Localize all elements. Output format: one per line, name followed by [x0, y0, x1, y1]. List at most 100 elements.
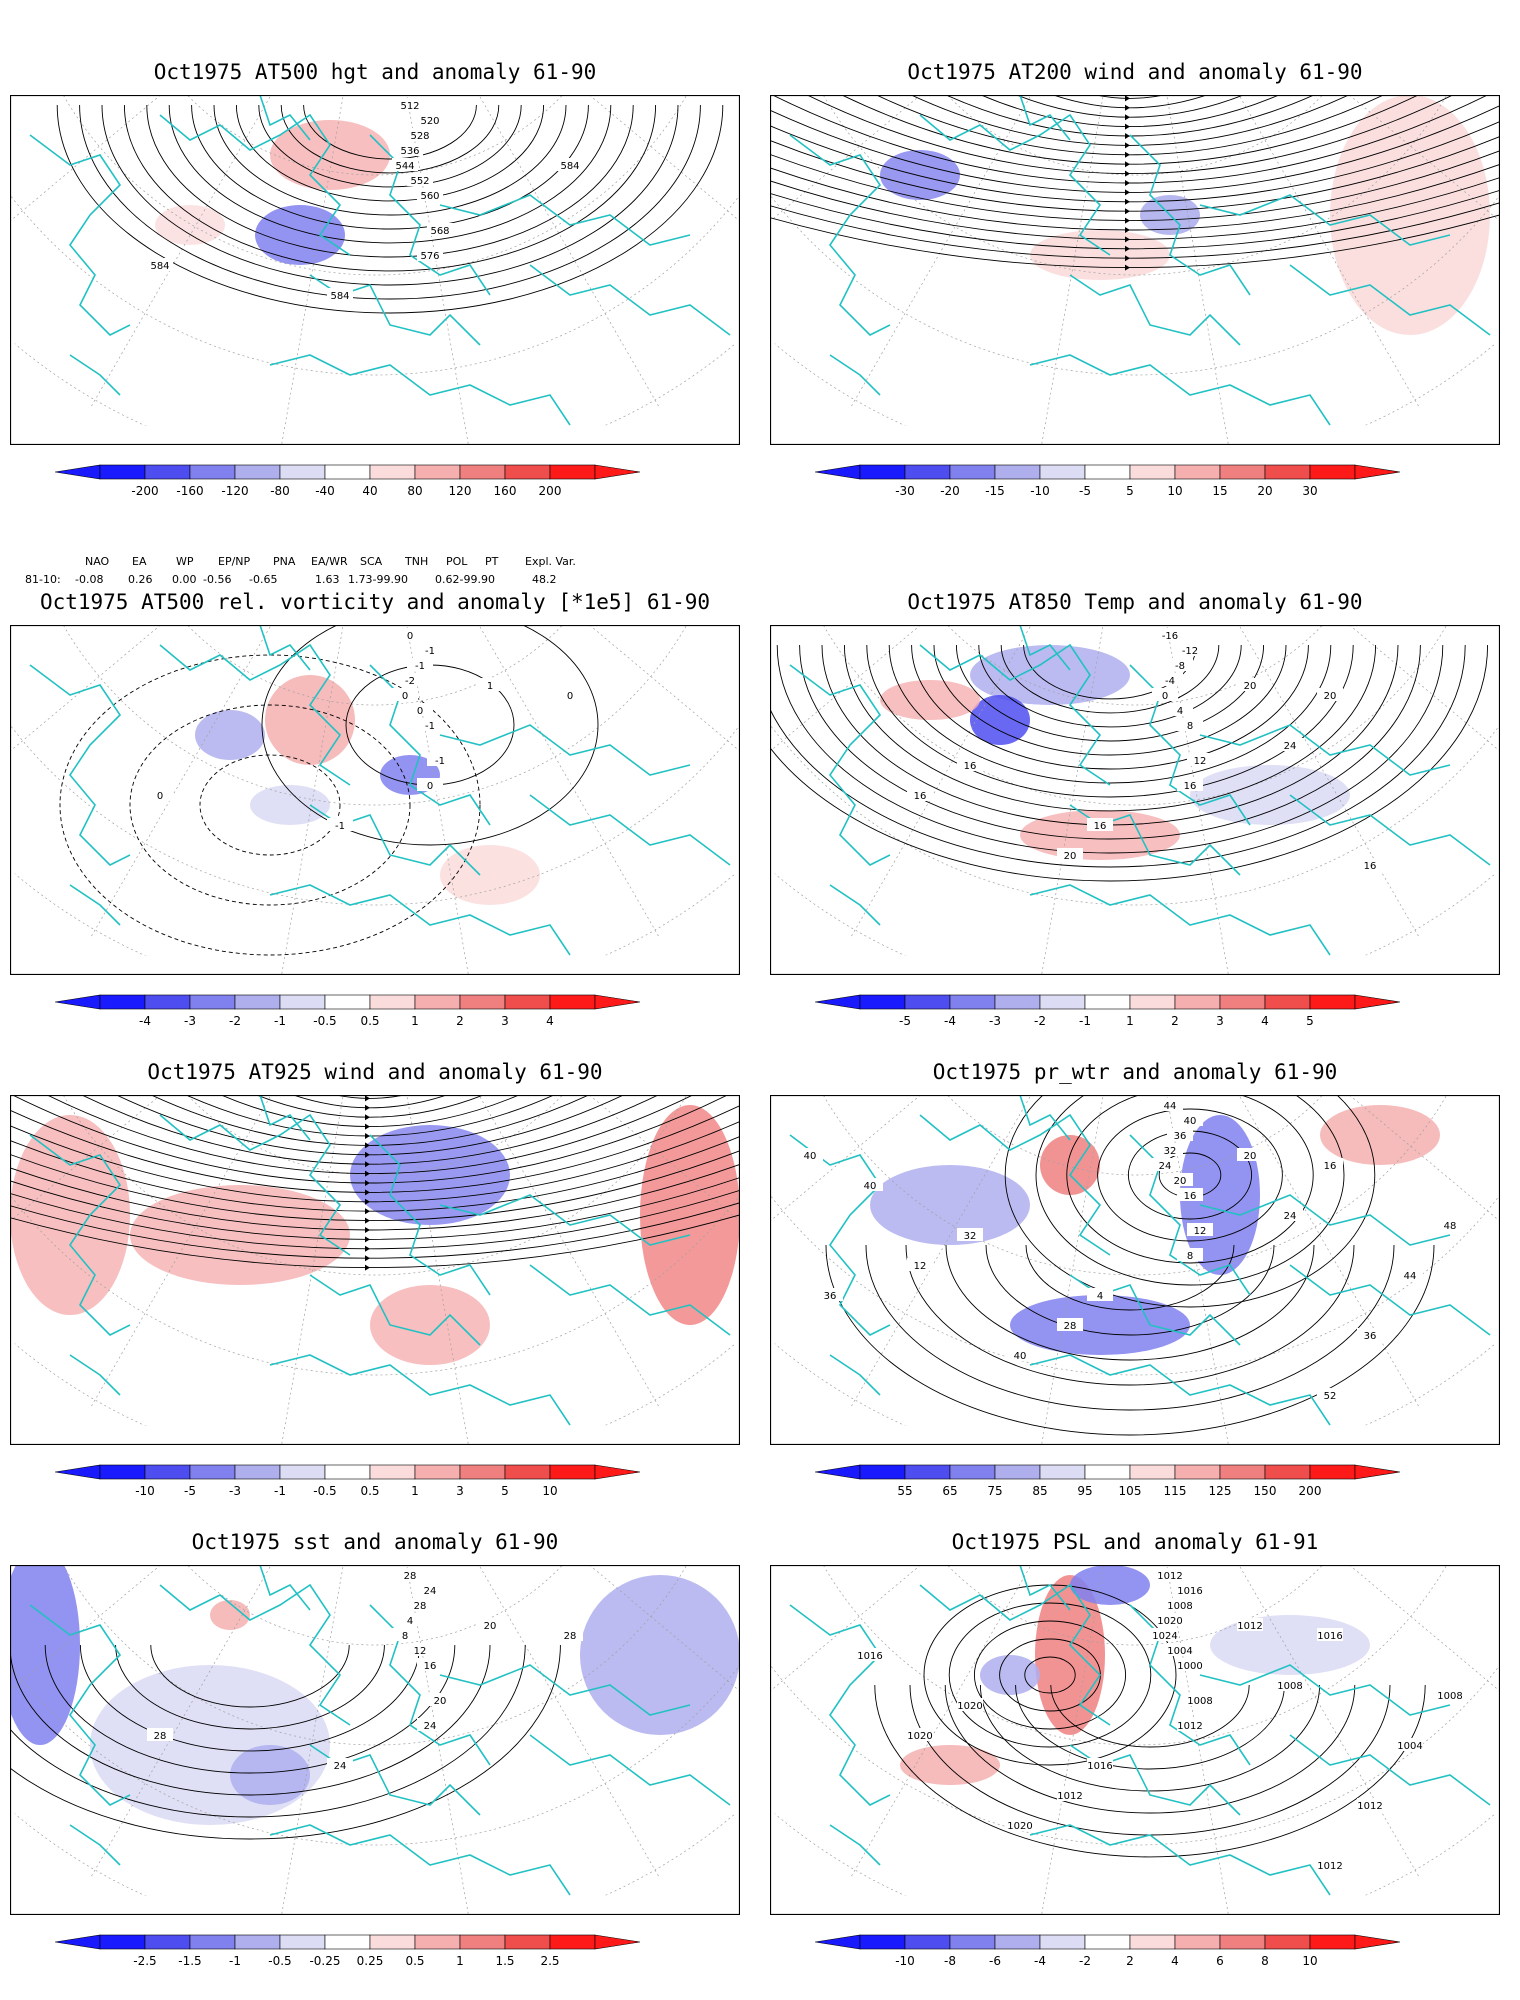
- contour-label: 16: [1364, 861, 1377, 872]
- colorbar-tick-label: -2: [1034, 1014, 1046, 1028]
- coastline: [29, 664, 131, 866]
- colorbar-tick-label: -10: [135, 1484, 155, 1498]
- contour-line: [79, 1644, 421, 1752]
- longitude-line: [253, 95, 376, 445]
- longitude-line: [374, 1565, 726, 1915]
- colorbar-segment: [1309, 464, 1356, 480]
- streamline-arrow: [1125, 236, 1130, 243]
- contour-line: [280, 104, 500, 174]
- colorbar: -200 -160 -120 -80 -40 40 80 120 160 200: [55, 464, 641, 498]
- longitude-line: [1013, 1565, 1136, 1915]
- contour-label: 20: [1324, 691, 1337, 702]
- contour-label: 1012: [1057, 1791, 1082, 1802]
- contour-label-bg: [397, 1568, 423, 1581]
- colorbar-arrow-low: [55, 994, 101, 1010]
- colorbar-segment: [189, 994, 236, 1010]
- colorbar-tick-label: -10: [895, 1954, 915, 1968]
- contour-label: 1008: [1437, 1691, 1462, 1702]
- contour-label-bg: [1357, 1798, 1383, 1811]
- panel-title: Oct1975 pr_wtr and anomaly 61-90: [932, 1060, 1338, 1084]
- streamline: [10, 1095, 740, 1203]
- colorbar-segment: [994, 464, 1041, 480]
- contour-label-bg: [427, 223, 453, 236]
- streamline-arrow: [365, 1264, 370, 1271]
- contour-label-bg: [1277, 1678, 1303, 1691]
- colorbar-tick-label: -6: [989, 1954, 1001, 1968]
- contour-label: 48: [1444, 1221, 1457, 1232]
- colorbar-segment: [414, 1934, 461, 1950]
- colorbar-segment: [859, 994, 906, 1010]
- contour-label: 20: [1244, 1151, 1257, 1162]
- contour-label-bg: [417, 1583, 443, 1596]
- contour-line: [1000, 644, 1220, 714]
- index-value: 0.00: [172, 573, 197, 586]
- map-frame: [10, 625, 740, 975]
- longitude-line: [374, 1095, 497, 1445]
- contour-label-bg: [407, 173, 433, 186]
- contour-label-bg: [817, 1288, 843, 1301]
- contour-label-bg: [1397, 1268, 1423, 1281]
- map-layer: [10, 1095, 740, 1445]
- contour-label-bg: [907, 788, 933, 801]
- longitude-line: [253, 1095, 376, 1445]
- colorbar-tick-label: -2.5: [133, 1954, 156, 1968]
- streamline: [918, 95, 1342, 128]
- coastline: [1199, 1194, 1451, 1246]
- colorbar-tick-label: 200: [539, 484, 562, 498]
- contour-label: 20: [1064, 851, 1077, 862]
- contour-label: 12: [914, 1261, 927, 1272]
- contour-label-bg: [147, 788, 173, 801]
- contour-label-bg: [1057, 1788, 1083, 1801]
- index-name: POL: [446, 555, 468, 568]
- streamline-arrow: [1125, 170, 1130, 177]
- colorbar-segment: [1084, 1464, 1131, 1480]
- contour-label-bg: [407, 128, 433, 141]
- longitude-line: [253, 1565, 376, 1915]
- streamline-arrow: [1125, 245, 1130, 252]
- contour-label-bg: [327, 818, 353, 831]
- colorbar-tick-label: -1: [229, 1954, 241, 1968]
- colorbar-segment: [414, 464, 461, 480]
- latitude-line: [770, 1565, 1500, 1846]
- contour-label-bg: [557, 158, 583, 171]
- contour-label: 1008: [1187, 1696, 1212, 1707]
- colorbar-segment: [1174, 994, 1221, 1010]
- index-value: 0.62-99.90: [435, 573, 495, 586]
- contour-label-bg: [1317, 1388, 1343, 1401]
- contour-label: 1020: [1007, 1821, 1032, 1832]
- contour-line: [258, 104, 522, 188]
- colorbar: -5 -4 -3 -2 -1 1 2 3 4 5: [815, 994, 1401, 1028]
- streamline-arrow: [1125, 217, 1130, 224]
- streamline: [10, 1095, 740, 1268]
- colorbar-segment: [234, 1934, 281, 1950]
- contour-line: [944, 1684, 1356, 1814]
- colorbar-arrow-high: [1354, 994, 1401, 1010]
- colorbar-arrow-high: [594, 464, 641, 480]
- colorbar-segment: [369, 464, 416, 480]
- colorbar-segment: [144, 1934, 191, 1950]
- contour-label: 24: [1159, 1161, 1172, 1172]
- contour-label: 28: [404, 1571, 417, 1582]
- anomaly-area: [270, 120, 390, 190]
- contour-label-bg: [1167, 1598, 1193, 1611]
- streamline: [770, 95, 1500, 259]
- contour-label-bg: [392, 1628, 418, 1641]
- longitude-line: [784, 95, 1136, 445]
- streamline-arrow: [365, 1123, 370, 1130]
- colorbar-tick-label: -8: [944, 1954, 956, 1968]
- anomaly-area: [980, 1655, 1040, 1695]
- colorbar-tick-label: 150: [1254, 1484, 1277, 1498]
- contour-label-bg: [957, 1698, 983, 1711]
- streamline-arrow: [365, 1151, 370, 1158]
- colorbar-tick-label: 15: [1212, 484, 1227, 498]
- contour-label: 4: [407, 1616, 413, 1627]
- colorbar: -2.5 -1.5 -1 -0.5 -0.25 0.25 0.5 1 1.5 2.5: [55, 1934, 641, 1968]
- anomaly-area: [880, 680, 980, 720]
- contour-line: [979, 1684, 1321, 1792]
- colorbar-segment: [504, 464, 551, 480]
- coastline: [529, 1264, 731, 1336]
- map-layer: 1012 1016 1008 1020 1024 1004 1000 1008 1012 1016…: [770, 1565, 1500, 1915]
- contour-label-bg: [1357, 858, 1383, 871]
- contour-label: 28: [564, 1631, 577, 1642]
